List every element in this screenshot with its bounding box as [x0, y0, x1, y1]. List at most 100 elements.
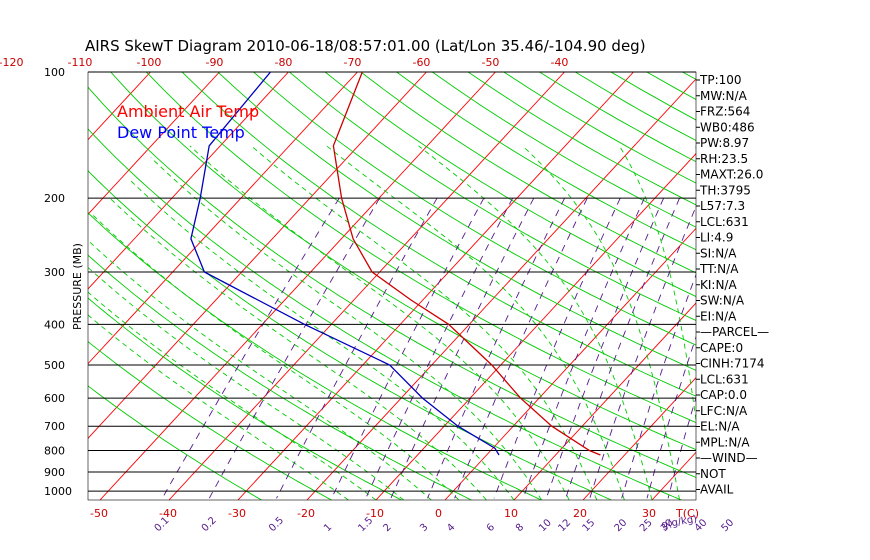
mixing-ratio-label: 20 [613, 517, 630, 534]
dry-adiabat-line [432, 72, 696, 228]
x-tick-top-label: -110 [67, 56, 92, 69]
dry-adiabat-line [324, 72, 696, 297]
x-tick-top-label: -40 [550, 56, 568, 69]
y-tick-label: 700 [44, 420, 65, 433]
isotherm-line [0, 72, 81, 500]
side-panel-item: FRZ:564 [700, 105, 750, 119]
y-tick-label: 800 [44, 445, 65, 458]
side-panel-item: SW:N/A [700, 294, 745, 308]
side-panel-item: LFC:N/A [700, 404, 748, 418]
dry-adiabat-line [646, 72, 696, 100]
mixing-ratio-line [365, 197, 513, 499]
mixing-ratio-label: 3 [418, 522, 430, 534]
side-panel-item: SI:N/A [700, 246, 737, 260]
side-panel-item: LI:4.9 [700, 231, 733, 245]
mixing-ratio-label: 10 [537, 517, 554, 534]
side-panel-item: MAXT:26.0 [700, 168, 763, 182]
side-panel-item: NOT [700, 467, 726, 481]
moist-adiabat-line [326, 145, 625, 500]
x-tick-label: 30 [642, 507, 656, 520]
series-layer [190, 72, 601, 456]
side-panel-item: KI:N/A [700, 278, 737, 292]
side-panel-item: EL:N/A [700, 420, 740, 434]
side-panel-item: L57:7.3 [700, 199, 745, 213]
moist-adiabat-line [150, 157, 542, 500]
moist-adiabat-line [88, 239, 432, 500]
side-panel-item: CAPE:0 [700, 341, 743, 355]
x-tick-top-label: -60 [412, 56, 430, 69]
dry-adiabat-line [790, 72, 870, 500]
side-panel-item: —PARCEL— [700, 325, 769, 339]
isotherm-line [88, 72, 427, 439]
side-panel-item: —WIND— [700, 451, 758, 465]
moist-adiabat-line [88, 266, 404, 500]
series-ambient-air-temp [332, 72, 601, 456]
isotherm-line [88, 72, 358, 365]
dry-adiabat-line [88, 86, 696, 478]
isotherm-line [513, 302, 696, 500]
side-panel-item: LCL:631 [700, 372, 749, 386]
y-tick-label: 500 [44, 359, 65, 372]
dry-adiabat-line [88, 170, 612, 500]
dry-adiabat-line [88, 212, 542, 500]
legend-dew-point-temp: Dew Point Temp [117, 123, 245, 142]
x-tick-top-label: -80 [274, 56, 292, 69]
isotherm-line [237, 72, 634, 500]
x-tick-label: 10 [504, 507, 518, 520]
mixing-ratio-label: 0.2 [200, 515, 219, 534]
isobar-layer [87, 71, 697, 501]
x-tick-label: -20 [297, 507, 315, 520]
side-panel-item: WB0:486 [700, 120, 755, 134]
y-axis-label: PRESSURE (MB) [71, 243, 84, 330]
x-tick-top-label: -120 [0, 56, 23, 69]
isotherm-line [168, 72, 565, 500]
side-panel-item: AVAIL [700, 483, 734, 497]
dry-adiabat-line [217, 72, 696, 371]
x-axis-unit: T(C) [675, 507, 699, 520]
isotherm-line [582, 377, 696, 500]
mixing-ratio-line [331, 197, 485, 499]
mixing-ratio-label: 50 [719, 517, 736, 534]
x-tick-label: -40 [159, 507, 177, 520]
side-panel-item: CAP:0.0 [700, 388, 747, 402]
side-panel-item: PW:8.97 [700, 136, 749, 150]
moist-adiabat-line [109, 197, 487, 500]
dry-adiabat-line [396, 72, 696, 251]
side-panel-item: CINH:7174 [700, 357, 765, 371]
isotherm-line [99, 72, 496, 500]
side-panel-item: MW:N/A [700, 89, 748, 103]
mixing-ratio-label: 8 [514, 522, 526, 534]
isotherm-line [88, 72, 220, 215]
isotherm-line [88, 72, 289, 290]
side-panel-item: MPL:N/A [700, 435, 750, 449]
mixing-ratio-label: 0.5 [267, 515, 286, 534]
moist-adiabat-line [522, 145, 681, 500]
legend: Ambient Air Temp Dew Point Temp [117, 102, 259, 142]
series-dew-point-temp [190, 72, 500, 456]
y-tick-label: 1000 [44, 485, 72, 498]
side-panel-item: TT:N/A [699, 262, 739, 276]
dry-adiabat-line [754, 72, 870, 500]
dry-adiabat-line [88, 254, 472, 500]
moist-adiabat-line [128, 178, 515, 500]
dry-adiabat-line [146, 72, 696, 424]
legend-ambient-air-temp: Ambient Air Temp [117, 102, 259, 121]
moist-adiabat-line [88, 314, 349, 500]
mixing-ratio-line [390, 197, 535, 499]
moist-adiabat-line [92, 215, 460, 500]
isotherm-line [0, 72, 12, 500]
moist-adiabat-line [88, 291, 377, 500]
mixing-ratio-label: 1 [322, 522, 334, 534]
dry-adiabat-line [88, 341, 332, 500]
y-tick-label: 400 [44, 318, 65, 331]
mixing-ratio-label: 4 [445, 522, 457, 534]
x-tick-label: 20 [573, 507, 587, 520]
x-tick-top-label: -90 [205, 56, 223, 69]
plot-frame [87, 71, 697, 501]
moist-adiabat-line [418, 145, 653, 500]
x-tick-label: -30 [228, 507, 246, 520]
x-tick-top-label: -100 [136, 56, 161, 69]
